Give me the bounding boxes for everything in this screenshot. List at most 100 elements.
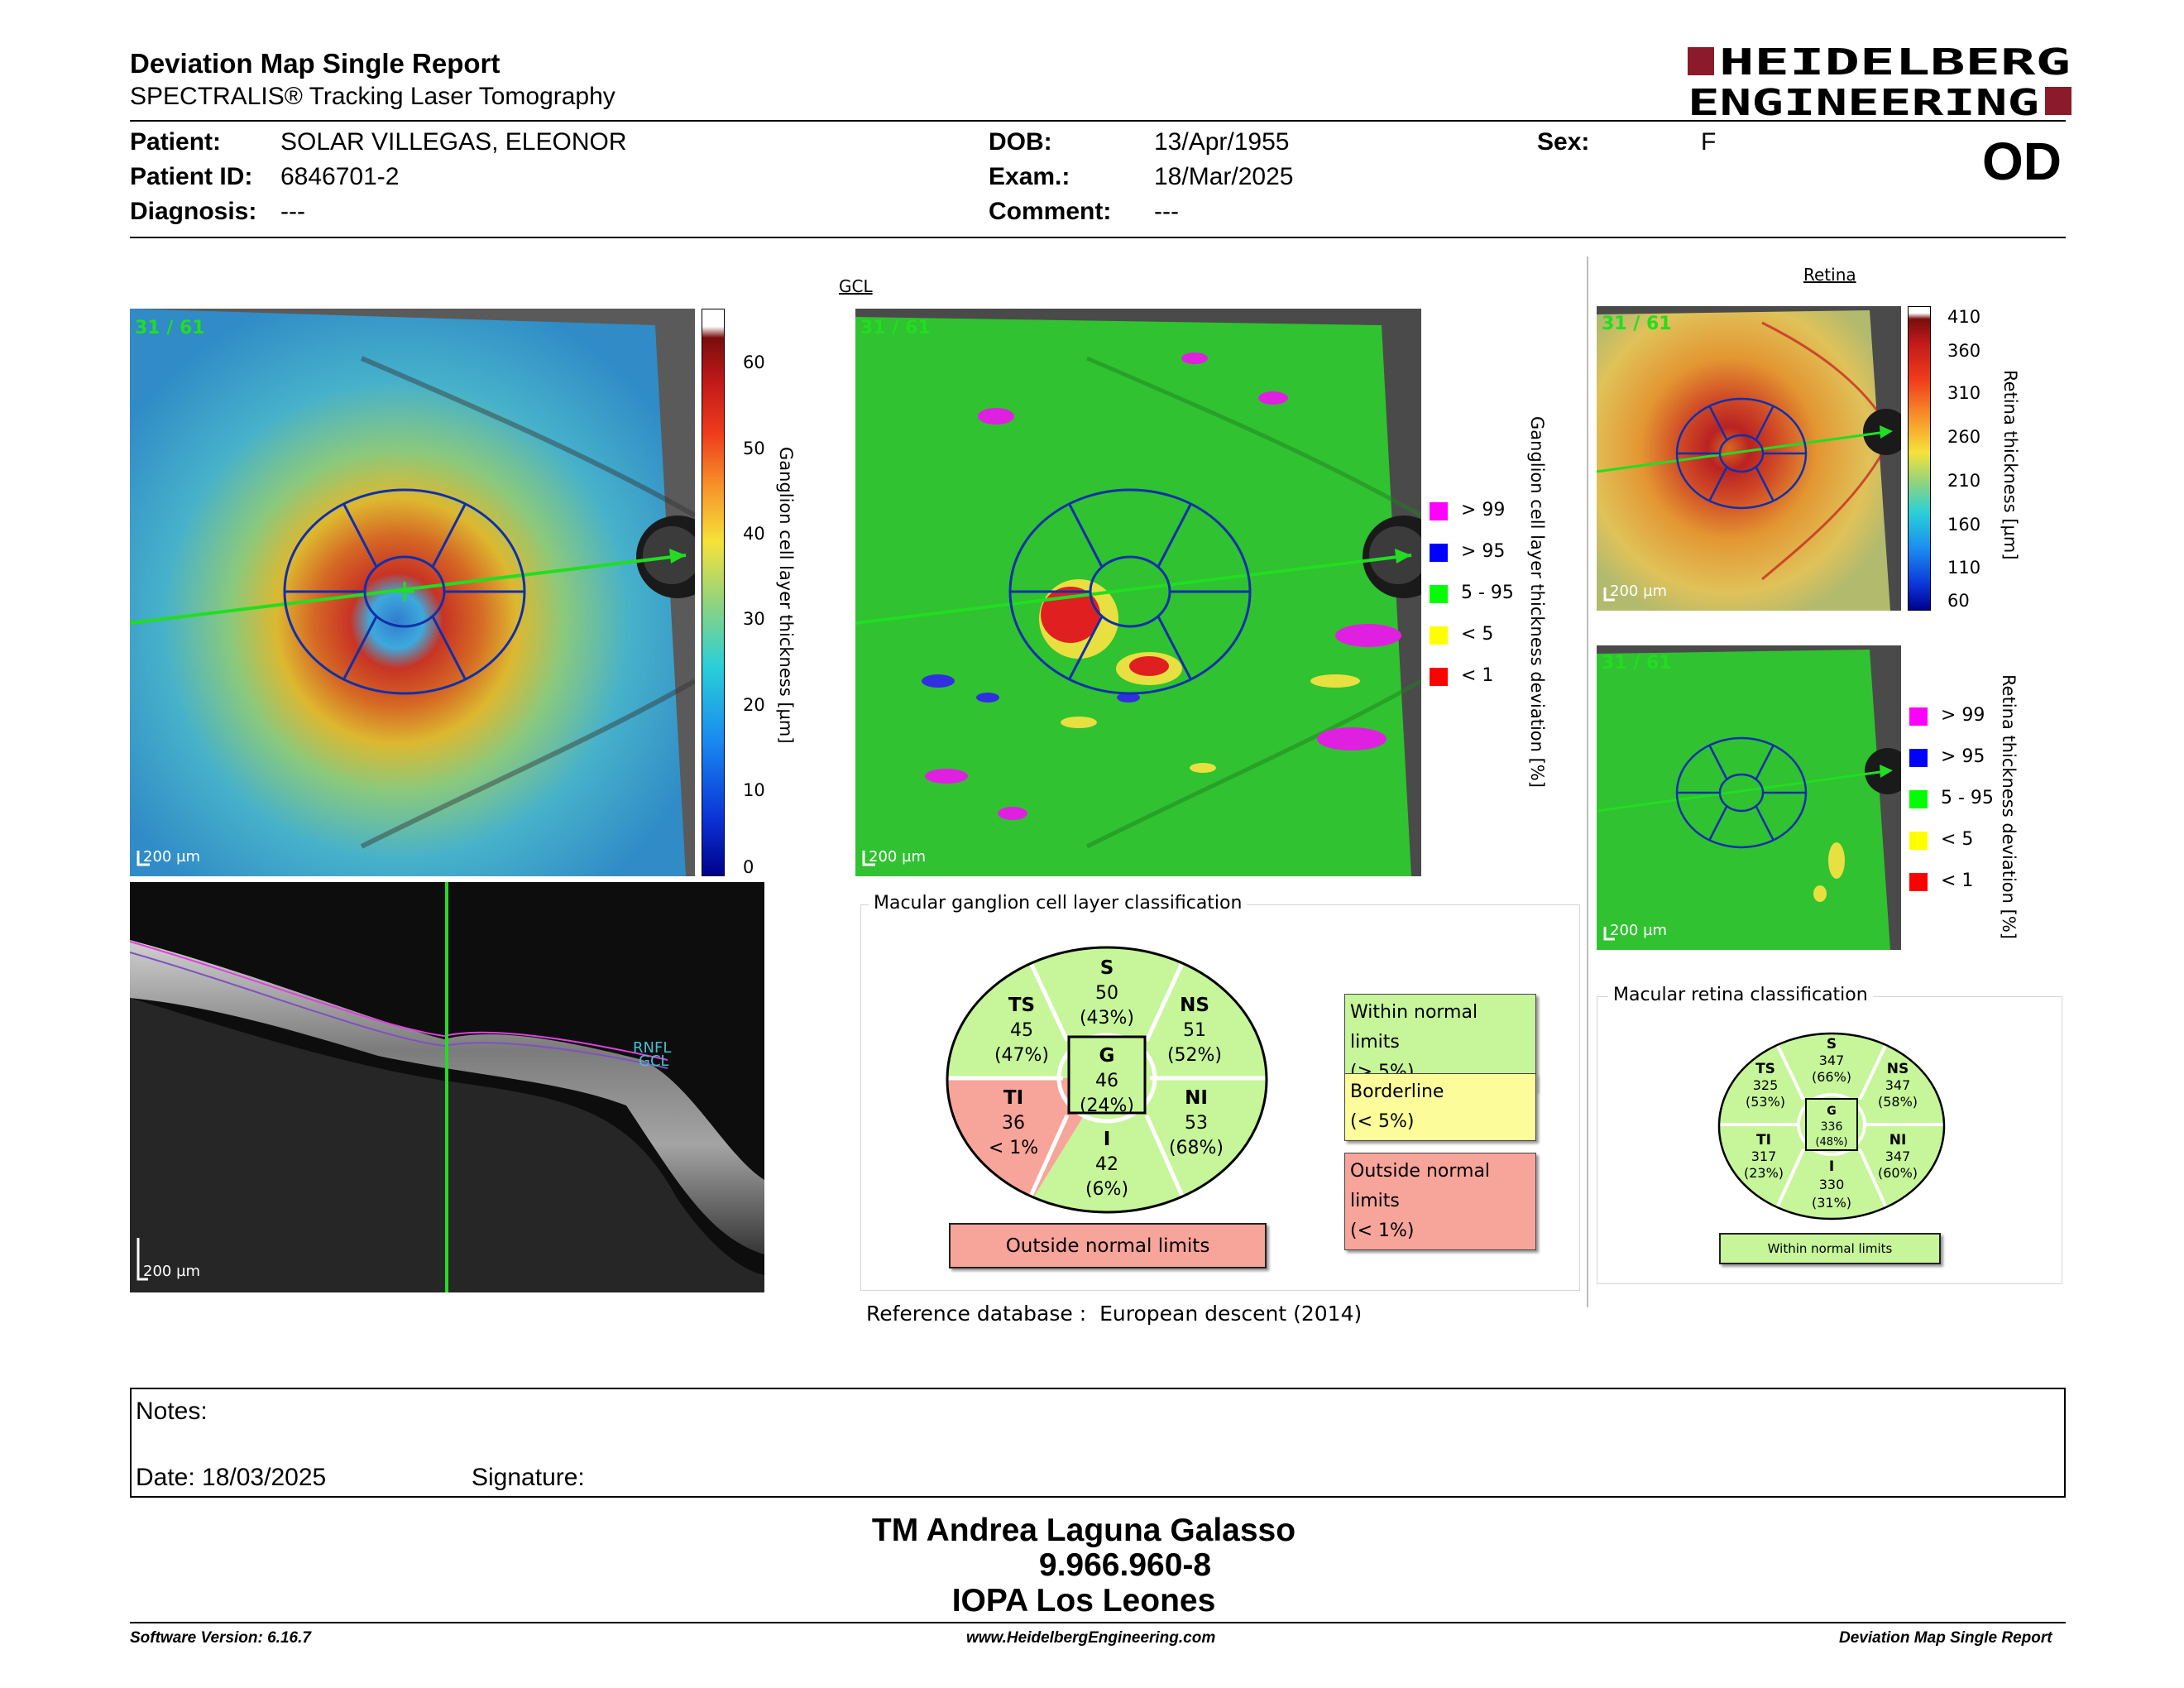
legend-label: > 99: [1461, 500, 1506, 520]
gcl-colorbar-title: Ganglion cell layer thickness [µm]: [776, 447, 796, 744]
gcl-tick: 10: [743, 780, 765, 800]
retina-sector-ti-pct: (23%): [1744, 1165, 1784, 1181]
legend-label: < 1: [1941, 870, 1974, 891]
retina-sector-ts-label: TS: [1755, 1061, 1775, 1077]
legend-swatch-magenta: [1909, 707, 1928, 726]
retina-sector-ni-pct: (60%): [1878, 1165, 1918, 1181]
gcl-sector-ns-pct: (52%): [1167, 1045, 1222, 1066]
gcl-sector-g-value: 46: [1095, 1071, 1118, 1091]
gcl-thickness-map[interactable]: 31 / 61 200 µm: [130, 309, 695, 876]
retina-classification-result: Within normal limits: [1719, 1233, 1941, 1264]
retina-sector-ns-label: NS: [1887, 1061, 1909, 1077]
legend-swatch-yellow: [1430, 626, 1448, 645]
patient-name: SOLAR VILLEGAS, ELEONOR: [280, 128, 627, 156]
gcl-sector-ns-value: 51: [1183, 1020, 1206, 1041]
gcl-sector-i-label: I: [1104, 1129, 1111, 1150]
gcl-deviation-map[interactable]: 31 / 61 200 µm: [855, 309, 1421, 876]
frame-counter: 31 / 61: [860, 318, 931, 338]
legend-swatch-red: [1909, 873, 1928, 891]
reference-database: Reference database : European descent (2…: [866, 1302, 1362, 1326]
scale-bar-label: 200 µm: [1610, 922, 1667, 939]
signer-name: TM Andrea Laguna Galasso: [871, 1513, 1296, 1548]
gcl-sector-g-pct: (24%): [1080, 1096, 1134, 1116]
notes-box[interactable]: [130, 1388, 2066, 1498]
gcl-sector-ni-pct: (68%): [1169, 1138, 1224, 1158]
exam-label: Exam.:: [989, 163, 1070, 190]
gcl-sector-ns-label: NS: [1180, 995, 1209, 1016]
legend-label: > 95: [1941, 746, 1985, 767]
signature-label: Signature:: [472, 1464, 585, 1491]
gcl-sector-chart: S 50 (43%) TS 45 (47%) NS 51 (52%) G 46 …: [946, 946, 1268, 1214]
gcl-tick: 50: [743, 439, 765, 458]
retina-deviation-map[interactable]: 31 / 61 200 µm: [1597, 645, 1901, 950]
retina-sector-i-value: 330: [1819, 1177, 1845, 1192]
gcl-deviation-title: Ganglion cell layer thickness deviation …: [1527, 416, 1547, 788]
oct-bscan[interactable]: RNFL GCL 200 µm: [130, 882, 764, 1292]
gcl-header: GCL: [839, 276, 873, 296]
gcl-sector-g-label: G: [1099, 1045, 1115, 1067]
retina-sector-s-pct: (66%): [1812, 1069, 1851, 1085]
scale-bar-label: 200 µm: [143, 848, 200, 866]
scale-bar-label: 200 µm: [1610, 583, 1667, 600]
gcl-classification-result: Outside normal limits: [949, 1223, 1267, 1268]
gcl-tick: 30: [743, 609, 765, 629]
gcl-sector-ti-pct: < 1%: [989, 1138, 1038, 1158]
reference-value: European descent (2014): [1099, 1302, 1363, 1326]
bscan-label-gcl: GCL: [639, 1053, 669, 1070]
retina-sector-ts-pct: (53%): [1746, 1094, 1785, 1110]
exam-value: 18/Mar/2025: [1154, 163, 1294, 190]
retina-header: Retina: [1803, 265, 1856, 285]
legend-swatch-red: [1430, 668, 1448, 686]
gcl-sector-ti-value: 36: [1002, 1113, 1025, 1134]
column-divider: [1587, 257, 1588, 1307]
retina-tick: 360: [1947, 341, 1981, 361]
retina-sector-g-label: G: [1827, 1105, 1837, 1118]
dob-value: 13/Apr/1955: [1154, 128, 1290, 156]
legend-swatch-green: [1430, 585, 1448, 603]
gcl-sector-s-value: 50: [1095, 983, 1118, 1004]
legend-label: > 99: [1941, 705, 1985, 726]
gcl-sector-ts-value: 45: [1010, 1020, 1033, 1041]
notes-label: Notes:: [136, 1398, 208, 1425]
gcl-sector-ts-pct: (47%): [994, 1045, 1049, 1066]
diagnosis-value: ---: [280, 198, 305, 225]
patient-id: 6846701-2: [280, 163, 400, 190]
retina-sector-g-value: 336: [1821, 1120, 1843, 1134]
retina-deviation-title: Retina thickness deviation [%]: [1999, 674, 2019, 939]
software-version: Software Version: 6.16.7: [130, 1629, 311, 1647]
gcl-sector-i-pct: (6%): [1085, 1179, 1128, 1200]
patient-id-label: Patient ID:: [130, 163, 253, 190]
legend-label: < 5: [1941, 829, 1974, 850]
legend-label: < 5: [1461, 624, 1494, 645]
retina-tick: 310: [1947, 383, 1981, 403]
gcl-sector-ni-value: 53: [1185, 1113, 1208, 1134]
retina-sector-i-label: I: [1829, 1158, 1834, 1175]
retina-sector-i-pct: (31%): [1812, 1195, 1851, 1211]
legend-label: 5 - 95: [1461, 583, 1514, 603]
bscan-scale-label: 200 µm: [143, 1263, 200, 1280]
retina-sector-ns-pct: (58%): [1878, 1094, 1918, 1110]
gcl-sector-ni-label: NI: [1185, 1087, 1208, 1109]
retina-sector-chart: S 347 (66%) TS 325 (53%) NS 347 (58%) G …: [1717, 1032, 1946, 1220]
eye-indicator: OD: [1982, 132, 2062, 191]
frame-counter: 31 / 61: [1602, 314, 1672, 334]
retina-thickness-map[interactable]: 31 / 61 200 µm: [1597, 306, 1901, 611]
logo-line1: HEIDELBERG: [1719, 46, 2071, 84]
date-label: Date: 18/03/2025: [136, 1464, 327, 1491]
heidelberg-logo: HEIDELBERG ENGINEERING: [1688, 46, 2071, 122]
gcl-classification-title: Macular ganglion cell layer classificati…: [869, 893, 1248, 914]
reference-label: Reference database :: [866, 1302, 1087, 1326]
footer-url[interactable]: www.HeidelbergEngineering.com: [966, 1629, 1216, 1647]
retina-tick: 110: [1947, 558, 1981, 578]
legend-swatch-magenta: [1430, 502, 1448, 520]
patient-label: Patient:: [130, 128, 222, 156]
footer-report-name: Deviation Map Single Report: [1839, 1629, 2052, 1647]
comment-value: ---: [1154, 198, 1179, 225]
retina-tick: 410: [1947, 307, 1981, 327]
dob-label: DOB:: [989, 128, 1052, 156]
signer-rut: 9.966.960-8: [1038, 1547, 1212, 1583]
logo-line2: ENGINEERING: [1688, 82, 2039, 122]
sex-value: F: [1701, 128, 1717, 156]
retina-sector-s-value: 347: [1819, 1053, 1845, 1068]
retina-tick: 60: [1947, 591, 1970, 611]
